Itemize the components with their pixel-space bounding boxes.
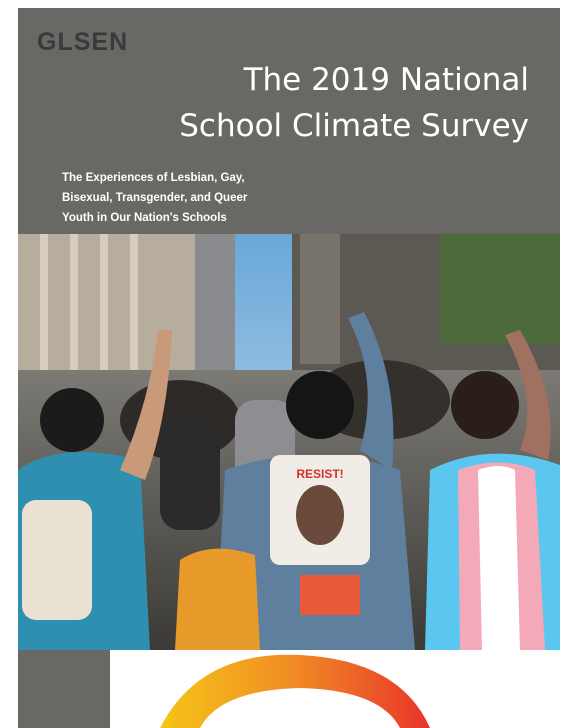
- title-line: The 2019 National: [243, 62, 529, 98]
- subtitle-line: Youth in Our Nation's Schools: [62, 212, 227, 224]
- title-line: School Climate Survey: [179, 108, 529, 144]
- subtitle-line: The Experiences of Lesbian, Gay,: [62, 172, 245, 184]
- page: GLSEN The 2019 National School Climate S…: [0, 0, 574, 728]
- logo: GLSEN: [37, 28, 128, 56]
- subtitle-line: Bisexual, Transgender, and Queer: [62, 192, 248, 204]
- rainbow-swirl: [160, 655, 430, 728]
- photo: RESIST!: [18, 234, 560, 650]
- lower-panel: [18, 650, 110, 728]
- cover: GLSEN The 2019 National School Climate S…: [0, 0, 574, 728]
- jacket-text: RESIST!: [296, 467, 343, 481]
